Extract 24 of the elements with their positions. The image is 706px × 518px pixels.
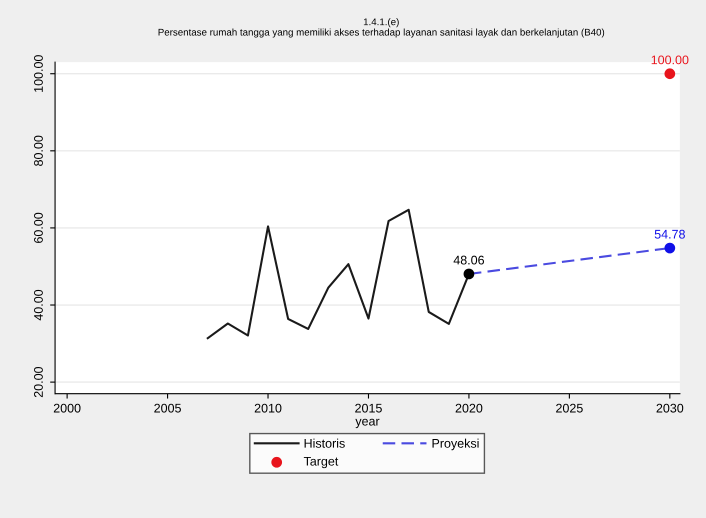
data-label: 48.06: [454, 256, 484, 265]
x-axis-title: year: [355, 418, 380, 428]
x-tick-label: 2030: [656, 404, 684, 413]
point: [664, 68, 676, 80]
y-tick-label: 60.00: [34, 212, 43, 243]
data-label: 100.00: [652, 55, 688, 64]
point: [464, 268, 474, 280]
x-tick-label: 2000: [54, 404, 81, 413]
y-tick-label: 100.00: [34, 55, 43, 92]
legend-label: Target: [304, 456, 338, 468]
y-tick-label: 80.00: [34, 136, 43, 166]
x-tick-label: 2020: [456, 404, 482, 413]
legend-label: Historis: [304, 438, 345, 448]
x-tick-label: 2010: [254, 404, 282, 413]
x-tick-label: 2025: [556, 404, 583, 413]
y-tick-label: 40.00: [34, 290, 43, 320]
chart-subtitle: Persentase rumah tangga yang memiliki akses terhadap layanan sanitasi layak dan berkelanjutan (B40): [158, 28, 604, 38]
point: [664, 242, 676, 254]
data-label: 54.78: [654, 230, 685, 239]
chart-title: 1.4.1.(e): [364, 18, 399, 28]
x-tick-label: 2015: [355, 404, 382, 413]
x-tick-label: 2005: [154, 404, 181, 413]
y-tick-label: 20.00: [34, 366, 43, 398]
legend-label: Proyeksi: [432, 438, 479, 450]
